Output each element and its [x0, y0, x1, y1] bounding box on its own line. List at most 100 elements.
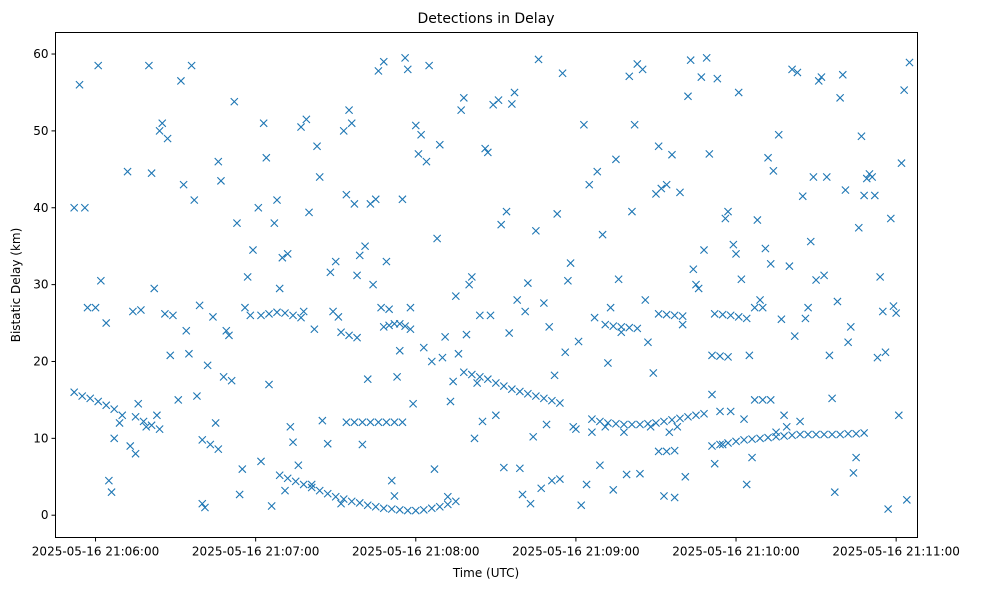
- data-point-x-marker: [379, 322, 388, 331]
- data-point-x-marker: [118, 411, 127, 420]
- data-point-x-marker: [609, 485, 618, 494]
- data-point-x-marker: [398, 195, 407, 204]
- data-point-x-marker: [235, 490, 244, 499]
- data-point-x-marker: [716, 407, 725, 416]
- y-axis-ticks: 0 10 20 30 40 50 60: [33, 47, 56, 522]
- data-point-x-marker: [491, 379, 500, 387]
- data-point-x-marker: [825, 351, 834, 360]
- data-point-x-marker: [435, 502, 444, 511]
- data-point-x-marker: [670, 493, 679, 502]
- data-point-x-marker: [278, 253, 287, 262]
- data-point-x-marker: [889, 302, 898, 311]
- data-point-x-marker: [601, 422, 610, 431]
- data-point-x-marker: [681, 472, 690, 481]
- data-point-x-marker: [163, 134, 172, 143]
- x-tick-label: 2025-05-16 21:10:00: [672, 545, 799, 559]
- data-point-x-marker: [764, 433, 773, 442]
- data-point-x-marker: [603, 418, 612, 427]
- data-point-x-marker: [881, 348, 890, 357]
- data-point-x-marker: [510, 88, 519, 97]
- data-point-x-marker: [465, 280, 474, 289]
- data-point-x-marker: [665, 428, 674, 437]
- data-point-x-marker: [659, 417, 668, 426]
- data-point-x-marker: [483, 375, 492, 384]
- data-point-x-marker: [673, 422, 682, 431]
- data-point-x-marker: [724, 207, 733, 216]
- data-point-x-marker: [374, 66, 383, 75]
- data-point-x-marker: [860, 191, 869, 200]
- data-point-x-marker: [724, 352, 733, 361]
- data-point-x-marker: [700, 409, 708, 418]
- data-point-x-marker: [700, 246, 708, 255]
- data-point-x-marker: [240, 303, 249, 312]
- data-point-x-marker: [593, 167, 602, 176]
- data-point-x-marker: [232, 219, 241, 228]
- data-point-x-marker: [230, 97, 239, 106]
- data-point-x-marker: [390, 492, 399, 500]
- data-point-x-marker: [297, 313, 306, 322]
- data-point-x-marker: [454, 349, 463, 358]
- data-point-x-marker: [635, 420, 644, 429]
- data-point-x-marker: [385, 321, 394, 330]
- data-point-x-marker: [758, 395, 767, 404]
- data-point-x-marker: [684, 412, 692, 421]
- data-point-x-marker: [115, 418, 124, 427]
- data-point-x-marker: [857, 132, 866, 141]
- data-point-x-marker: [174, 395, 183, 404]
- data-point-x-marker: [414, 149, 423, 158]
- data-point-x-marker: [716, 440, 725, 449]
- data-point-x-marker: [430, 465, 439, 474]
- data-point-x-marker: [123, 167, 132, 176]
- data-point-x-marker: [91, 303, 100, 312]
- x-axis-ticks: 2025-05-16 21:06:00 2025-05-16 21:07:00 20…: [32, 537, 960, 559]
- data-point-x-marker: [897, 159, 906, 168]
- data-point-x-marker: [614, 275, 623, 284]
- y-tick-label: 30: [33, 278, 48, 292]
- data-point-x-marker: [657, 184, 666, 193]
- data-point-x-marker: [686, 56, 695, 65]
- data-point-x-marker: [347, 497, 356, 506]
- data-point-x-marker: [828, 394, 837, 403]
- data-point-x-marker: [619, 428, 628, 437]
- data-point-x-marker: [337, 328, 346, 337]
- x-tick-label: 2025-05-16 21:11:00: [832, 545, 959, 559]
- y-tick-label: 40: [33, 201, 48, 215]
- data-point-x-marker: [753, 216, 762, 225]
- data-point-x-marker: [577, 501, 586, 510]
- data-point-x-marker: [844, 429, 853, 438]
- data-point-x-marker: [310, 325, 319, 334]
- data-point-x-marker: [350, 199, 359, 208]
- data-point-x-marker: [836, 93, 845, 102]
- data-point-x-marker: [273, 196, 281, 205]
- data-point-x-marker: [694, 284, 703, 293]
- data-point-x-marker: [662, 447, 671, 456]
- data-point-x-marker: [555, 398, 564, 407]
- x-tick-label: 2025-05-16 21:08:00: [352, 545, 479, 559]
- data-point-x-marker: [192, 392, 201, 401]
- data-point-x-marker: [814, 76, 823, 85]
- data-point-x-marker: [539, 394, 548, 403]
- data-point-x-marker: [283, 474, 292, 483]
- data-point-x-marker: [214, 157, 223, 166]
- data-point-x-marker: [518, 490, 527, 499]
- data-point-x-marker: [571, 425, 580, 434]
- data-point-x-marker: [83, 303, 92, 312]
- data-point-x-marker: [131, 412, 140, 421]
- data-point-x-marker: [155, 425, 164, 434]
- data-point-x-marker: [273, 308, 281, 317]
- data-point-x-marker: [854, 223, 863, 232]
- data-point-x-marker: [878, 307, 887, 316]
- scatter-points: [70, 53, 914, 515]
- data-point-x-marker: [505, 329, 514, 338]
- data-point-x-marker: [780, 432, 789, 441]
- data-point-x-marker: [227, 376, 236, 385]
- data-point-x-marker: [289, 438, 298, 447]
- data-point-x-marker: [625, 323, 634, 332]
- data-point-x-marker: [724, 438, 733, 447]
- data-point-x-marker: [78, 392, 87, 401]
- data-point-x-marker: [678, 312, 687, 321]
- data-point-x-marker: [166, 351, 175, 360]
- data-point-x-marker: [651, 418, 660, 427]
- data-point-x-marker: [862, 174, 871, 183]
- y-tick-label: 0: [41, 508, 49, 522]
